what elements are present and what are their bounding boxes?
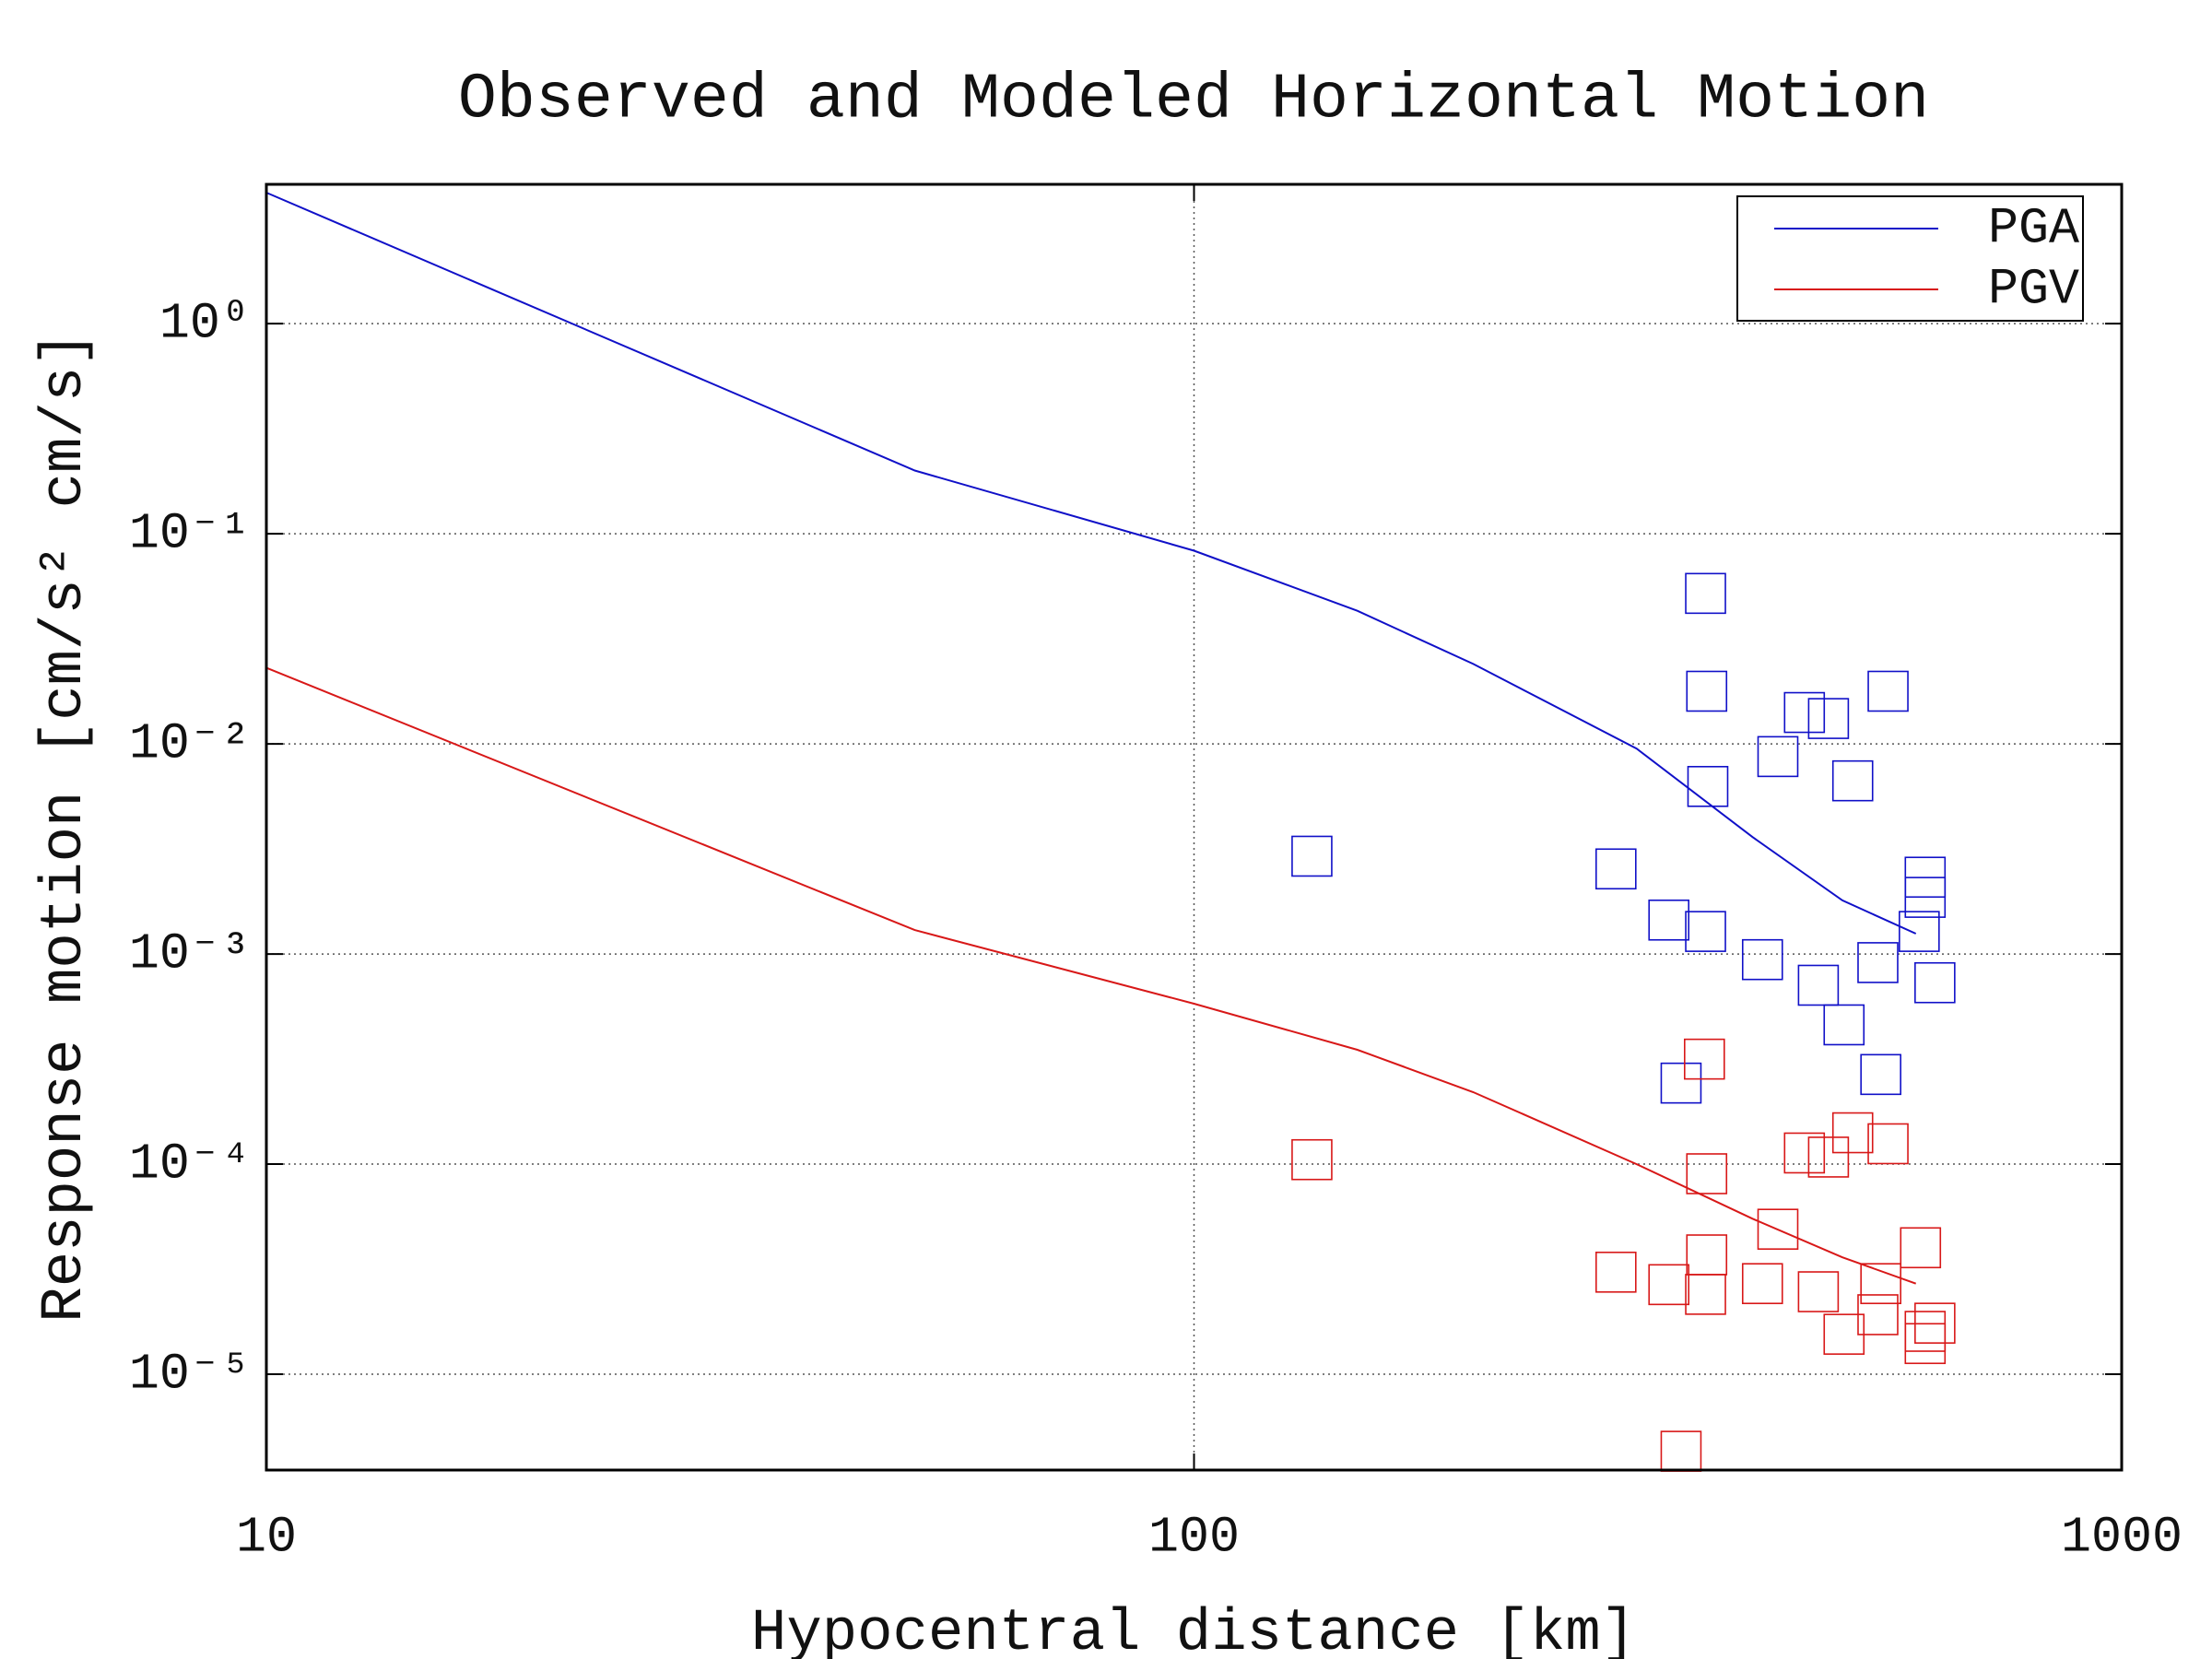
x-axis-label: Hypocentral distance [km] — [751, 1601, 1636, 1659]
observation-marker — [1807, 1136, 1850, 1178]
observation-marker — [1807, 698, 1850, 739]
y-tick-label: 10⁰ — [159, 295, 251, 353]
observation-marker — [1684, 1038, 1725, 1080]
observation-marker — [1914, 961, 1956, 1004]
observation-marker — [1904, 1311, 1947, 1352]
observation-marker — [1831, 759, 1874, 802]
x-tick-label: 1000 — [2061, 1509, 2183, 1567]
observation-marker — [1867, 1123, 1909, 1165]
observation-marker — [1291, 835, 1333, 877]
y-tick-label: 10⁻³ — [129, 925, 251, 983]
observation-marker — [1291, 1138, 1333, 1181]
observation-marker — [1660, 1430, 1702, 1472]
observation-marker — [1783, 691, 1826, 734]
y-tick-label: 10⁻⁴ — [129, 1135, 251, 1194]
observation-marker — [1686, 670, 1728, 712]
y-axis-label: Response motion [cm/s² cm/s] — [32, 331, 99, 1322]
observation-marker — [1741, 938, 1783, 981]
observation-marker — [1757, 1208, 1799, 1250]
observation-marker — [1686, 1153, 1728, 1194]
observation-marker — [1860, 1263, 1901, 1305]
y-tick-label: 10⁻² — [129, 715, 251, 773]
observation-marker — [1860, 1053, 1901, 1096]
model-line — [265, 666, 1917, 1285]
y-tick-label: 10⁻¹ — [129, 505, 251, 563]
observation-marker — [1783, 1132, 1826, 1174]
observation-marker — [1867, 670, 1909, 712]
observation-marker — [1595, 848, 1637, 890]
legend-label: PGA — [1988, 200, 2079, 258]
observation-marker — [1660, 1062, 1702, 1104]
observation-marker — [1857, 942, 1899, 983]
x-tick-label: 100 — [1148, 1509, 1240, 1567]
observation-marker — [1648, 899, 1690, 941]
plot-frame — [265, 182, 2124, 1472]
observation-marker — [1595, 1252, 1637, 1293]
observation-marker — [1857, 1294, 1899, 1335]
chart-title: Observed and Modeled Horizontal Motion — [458, 64, 1929, 136]
x-tick-label: 10 — [236, 1509, 297, 1567]
legend-box — [1736, 195, 2084, 322]
observation-marker — [1685, 572, 1726, 615]
observation-marker — [1831, 1112, 1874, 1154]
observation-marker — [1685, 1274, 1726, 1315]
legend-label: PGV — [1988, 261, 2079, 319]
observation-marker — [1686, 1234, 1728, 1276]
observation-marker — [1757, 735, 1799, 778]
observation-marker — [1914, 1302, 1956, 1344]
observation-marker — [1899, 911, 1940, 952]
model-line — [265, 192, 1917, 935]
observation-marker — [1797, 964, 1840, 1006]
observation-marker — [1904, 877, 1947, 918]
observation-marker — [1900, 1227, 1942, 1269]
observation-marker — [1648, 1264, 1690, 1306]
observation-marker — [1741, 1263, 1783, 1305]
observation-marker — [1685, 911, 1726, 952]
observation-marker — [1823, 1004, 1865, 1046]
y-tick-label: 10⁻⁵ — [129, 1346, 251, 1404]
observation-marker — [1687, 766, 1729, 807]
observation-marker — [1797, 1271, 1840, 1312]
